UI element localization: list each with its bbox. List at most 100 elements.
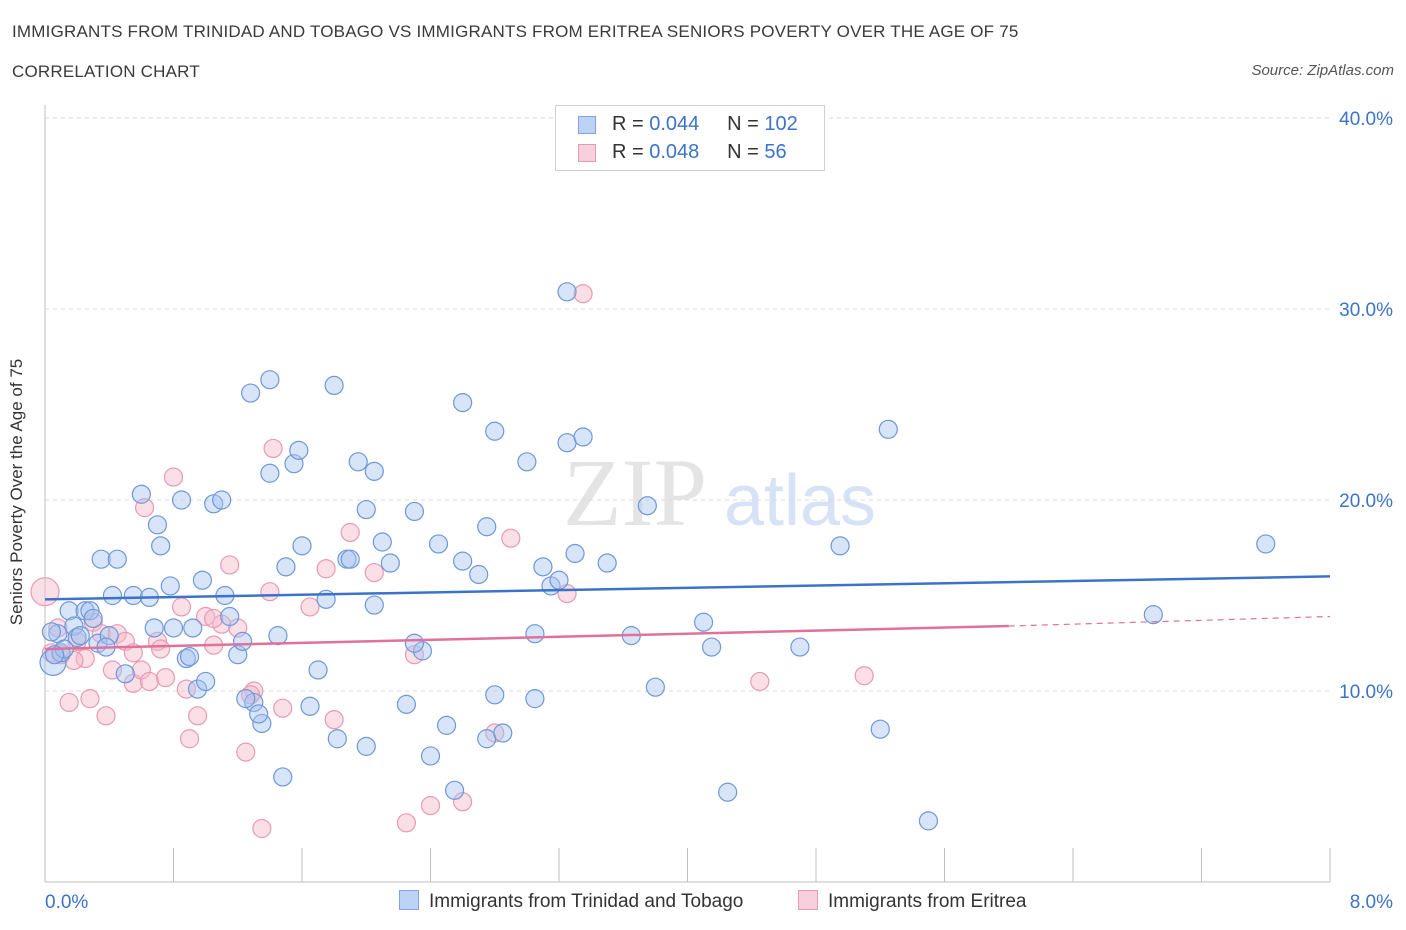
data-point-trinidad — [701, 637, 722, 657]
y-axis-label: Seniors Poverty Over the Age of 75 — [7, 358, 26, 626]
data-point-trinidad — [232, 631, 253, 651]
data-point-trinidad — [637, 496, 657, 516]
legend-n-label: N = — [727, 141, 765, 163]
x-tick-label: 0.0% — [45, 892, 88, 913]
legend-r-label: R = — [612, 141, 650, 163]
data-point-trinidad — [187, 679, 208, 699]
data-point-trinidad — [300, 696, 320, 716]
data-point-trinidad — [870, 719, 890, 739]
data-point-trinidad — [525, 689, 545, 709]
legend-r-value: 0.048 — [649, 141, 700, 163]
data-point-trinidad — [830, 536, 850, 556]
data-point-eritrea — [854, 666, 874, 686]
data-point-trinidad — [340, 549, 360, 569]
data-point-trinidad — [179, 647, 200, 667]
data-point-eritrea — [340, 522, 360, 543]
data-point-trinidad — [160, 576, 180, 596]
data-point-trinidad — [144, 618, 164, 638]
data-point-trinidad — [565, 543, 585, 564]
data-point-eritrea — [420, 795, 441, 816]
data-point-trinidad — [493, 723, 513, 743]
data-point-trinidad — [236, 689, 256, 709]
data-point-eritrea — [364, 562, 384, 583]
y-tick-label: 40.0% — [1339, 109, 1393, 130]
x-tick-label: 8.0% — [1350, 892, 1393, 913]
data-point-trinidad — [436, 715, 457, 735]
trend-line-eritrea — [44, 624, 1009, 651]
data-point-trinidad — [212, 490, 232, 510]
data-point-trinidad — [380, 553, 400, 573]
data-point-trinidad — [171, 490, 192, 510]
bottom-legend-trinidad: Immigrants from Trinidad and Tobago — [399, 890, 743, 913]
legend-r-label: R = — [612, 113, 650, 135]
data-point-trinidad — [45, 645, 65, 665]
data-point-eritrea — [252, 818, 272, 839]
correlation-legend: R = 0.044 N = 102 R = 0.048 N = 56 — [555, 105, 825, 171]
data-point-trinidad — [64, 616, 84, 636]
legend-n-value: 56 — [764, 141, 787, 163]
data-point-trinidad — [364, 595, 384, 615]
data-point-trinidad — [70, 626, 90, 646]
data-point-trinidad — [163, 618, 184, 638]
data-point-trinidad — [356, 499, 376, 520]
bottom-legend-eritrea: Immigrants from Eritrea — [798, 890, 1026, 913]
legend-swatch-blue — [578, 116, 596, 134]
data-point-trinidad — [645, 677, 665, 697]
data-point-trinidad — [693, 612, 714, 632]
data-point-trinidad — [412, 641, 433, 661]
data-point-trinidad — [99, 626, 119, 646]
legend-r-value: 0.044 — [649, 113, 700, 135]
data-point-eritrea — [131, 660, 151, 680]
data-point-trinidad — [123, 585, 143, 606]
bottom-legend-swatch-pink — [798, 890, 818, 910]
legend-n-label: N = — [727, 113, 765, 135]
trend-line-trinidad — [44, 575, 1331, 601]
data-point-trinidad — [372, 532, 392, 552]
data-point-trinidad — [196, 671, 216, 692]
data-point-trinidad — [151, 536, 171, 556]
data-point-trinidad — [131, 484, 151, 504]
data-point-eritrea — [102, 660, 123, 680]
data-point-trinidad — [557, 433, 577, 453]
data-point-trinidad — [420, 746, 441, 766]
data-point-eritrea — [96, 706, 116, 726]
data-point-eritrea — [316, 559, 336, 579]
data-point-trinidad — [477, 729, 497, 749]
data-point-trinidad — [249, 704, 269, 724]
data-point-trinidad — [404, 633, 425, 653]
data-point-trinidad — [59, 601, 79, 621]
data-point-trinidad — [220, 606, 240, 627]
data-point-eritrea — [163, 467, 184, 487]
data-point-trinidad — [549, 570, 569, 590]
data-point-trinidad — [477, 517, 497, 537]
data-point-trinidad — [404, 501, 425, 522]
data-point-trinidad — [1143, 604, 1163, 625]
data-point-trinidad — [790, 637, 810, 657]
data-point-eritrea — [80, 689, 100, 709]
data-point-trinidad — [444, 780, 465, 800]
data-point-trinidad — [356, 736, 376, 756]
legend-n-value: 102 — [764, 113, 798, 135]
data-point-trinidad — [41, 622, 62, 642]
data-point-trinidad — [878, 419, 898, 439]
data-point-trinidad — [324, 375, 344, 395]
series-eritrea-points — [30, 284, 874, 839]
data-point-trinidad — [192, 570, 213, 590]
data-point-eritrea — [139, 671, 160, 692]
watermark-atlas: atlas — [724, 461, 876, 541]
data-point-eritrea — [236, 742, 256, 762]
data-point-eritrea — [573, 284, 593, 304]
data-point-eritrea — [107, 624, 127, 644]
data-point-eritrea — [187, 706, 208, 726]
data-point-eritrea — [273, 698, 293, 718]
data-point-trinidad — [525, 624, 545, 644]
data-point-eritrea — [59, 692, 79, 713]
data-point-trinidad — [183, 618, 203, 638]
data-point-trinidad — [485, 421, 505, 441]
data-point-trinidad — [268, 626, 288, 646]
data-point-trinidad — [327, 729, 347, 749]
watermark-zip: ZIP — [563, 439, 707, 546]
y-tick-label: 30.0% — [1339, 300, 1393, 321]
data-point-eritrea — [176, 679, 196, 699]
data-point-trinidad — [453, 551, 473, 571]
